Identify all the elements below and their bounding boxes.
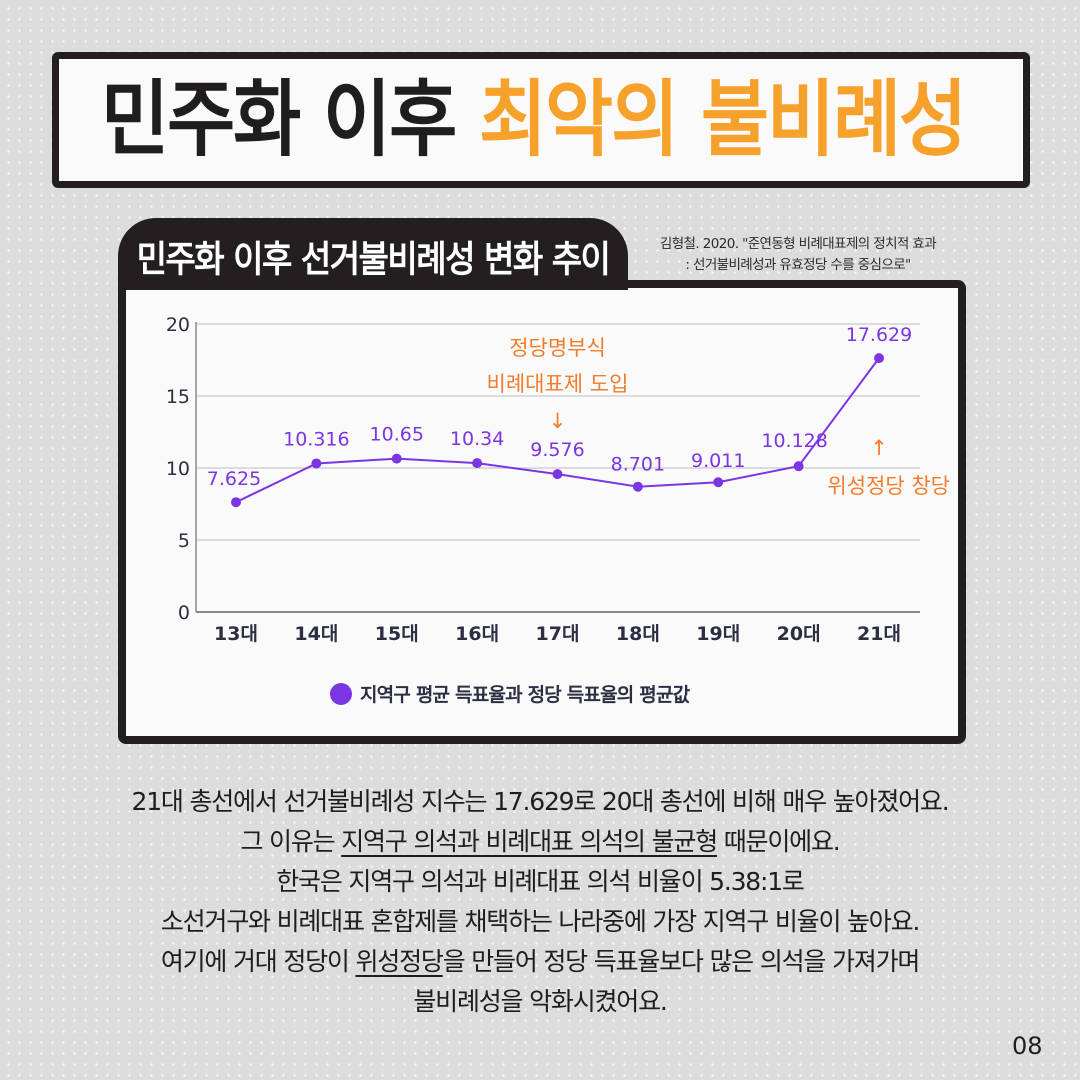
data-label: 9.576 [530,439,584,461]
title-dark-part: 민주화 이후 [101,71,457,169]
body-text: 21대 총선에서 선거불비례성 지수는 17.629로 20대 총선에 비해 매… [40,782,1040,1022]
body-line-5-post: 을 만들어 정당 득표율보다 많은 의석을 가져가며 [442,947,921,976]
body-line-5: 여기에 거대 정당이 위성정당을 만들어 정당 득표율보다 많은 의석을 가져가… [40,942,1040,982]
body-line-2: 그 이유는 지역구 의석과 비례대표 의석의 불균형 때문이에요. [40,822,1040,862]
annotation-text: 비례대표제 도입 [487,372,629,396]
line-chart: 0 5 10 15 20 13대 14대 15대 16대 17대 18대 19대 20대 21대 7.625… [166,314,950,645]
data-label: 8.701 [611,454,665,476]
data-point [793,461,804,472]
body-line-3: 한국은 지역구 의석과 비례대표 의석 비율이 5.38:1로 [276,867,805,896]
data-point [874,353,884,364]
data-label: 10.65 [370,424,424,446]
x-tick-label: 17대 [536,623,580,645]
x-tick-label: 14대 [294,623,338,645]
data-label: 9.011 [691,450,745,472]
data-point [311,458,322,469]
body-line-5-pre: 여기에 거대 정당이 [160,947,356,976]
body-line-6: 불비례성을 악화시켰어요. [413,987,667,1016]
y-tick-label: 15 [166,386,190,408]
legend-label: 지역구 평균 득표율과 정당 득표율의 평균값 [360,684,690,706]
data-label: 17.629 [846,324,912,346]
body-line-2-pre: 그 이유는 [240,827,342,856]
data-point [632,481,643,492]
body-line-4: 소선거구와 비례대표 혼합제를 채택하는 나라중에 가장 지역구 비율이 높아요… [160,907,921,936]
y-tick-label: 5 [178,530,190,552]
page-title: 민주화 이후 최악의 불비례성 [101,79,967,162]
data-label: 7.625 [207,468,261,490]
up-arrow-icon: ↑ [870,436,888,460]
source-line-2: : 선거불비례성과 유효정당 수를 중심으로" [685,257,911,273]
x-tick-label: 18대 [616,623,660,645]
data-point [391,453,402,464]
data-label: 10.316 [283,428,349,450]
title-box: 민주화 이후 최악의 불비례성 [52,52,1030,188]
y-tick-label: 20 [166,314,190,336]
x-tick-label: 21대 [857,623,901,645]
x-tick-label: 19대 [696,623,740,645]
chart-tab: 민주화 이후 선거불비례성 변화 추이 [118,218,628,290]
underlined-phrase-satellite-party: 위성정당 [355,947,443,976]
data-label: 10.34 [450,428,504,450]
page-number: 08 [1012,1032,1043,1060]
title-accent-part: 최악의 불비례성 [478,71,967,169]
data-point [231,497,241,508]
annotation-text: 정당명부식 [509,336,606,360]
x-tick-label: 16대 [455,623,499,645]
chart-legend: 지역구 평균 득표율과 정당 득표율의 평균값 [330,680,690,707]
data-point [472,458,483,469]
x-tick-label: 20대 [777,623,821,645]
data-point [552,469,563,480]
annotation-text: 위성정당 창당 [827,474,950,498]
data-label: 10.128 [761,430,827,452]
legend-marker-icon [330,682,352,705]
y-tick-label: 10 [166,458,190,480]
body-line-2-post: 때문이에요. [717,827,841,856]
chart-source: 김형철. 2020. "준연동형 비례대표제의 정치적 효과 : 선거불비례성과… [628,234,968,276]
body-line-1: 21대 총선에서 선거불비례성 지수는 17.629로 20대 총선에 비해 매… [131,787,950,816]
x-tick-label: 15대 [375,623,419,645]
source-line-1: 김형철. 2020. "준연동형 비례대표제의 정치적 효과 [659,236,937,252]
x-tick-label: 13대 [214,623,258,645]
down-arrow-icon: ↓ [549,409,567,433]
data-point [713,477,724,488]
underlined-phrase-imbalance: 지역구 의석과 비례대표 의석의 불균형 [341,827,718,856]
y-tick-label: 0 [178,602,190,624]
chart-title: 민주화 이후 선거불비례성 변화 추이 [136,237,611,281]
